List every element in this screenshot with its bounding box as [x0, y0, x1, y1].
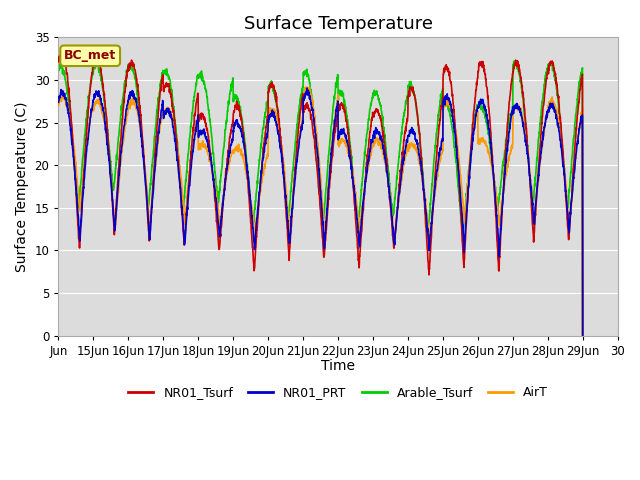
Arable_Tsurf: [473, 107, 481, 112]
NR01_Tsurf: [336, 102, 344, 108]
AirT: [532, 195, 540, 201]
AirT: [303, 84, 310, 90]
NR01_Tsurf: [532, 194, 540, 200]
NR01_PRT: [579, 333, 586, 339]
AirT: [54, 102, 62, 108]
Arable_Tsurf: [347, 151, 355, 157]
AirT: [547, 96, 555, 102]
NR01_PRT: [473, 108, 481, 114]
Arable_Tsurf: [547, 60, 555, 66]
NR01_PRT: [547, 104, 555, 110]
NR01_Tsurf: [347, 160, 355, 166]
NR01_Tsurf: [579, 336, 586, 341]
Arable_Tsurf: [336, 91, 344, 96]
Y-axis label: Surface Temperature (C): Surface Temperature (C): [15, 101, 29, 272]
NR01_PRT: [54, 99, 62, 105]
Title: Surface Temperature: Surface Temperature: [244, 15, 433, 33]
Arable_Tsurf: [201, 82, 209, 88]
AirT: [201, 143, 209, 149]
NR01_PRT: [336, 130, 344, 135]
AirT: [473, 110, 481, 116]
Line: Arable_Tsurf: Arable_Tsurf: [58, 59, 582, 334]
AirT: [347, 160, 355, 166]
Line: NR01_PRT: NR01_PRT: [58, 88, 582, 336]
NR01_Tsurf: [473, 82, 481, 88]
NR01_PRT: [532, 192, 540, 198]
Line: AirT: AirT: [58, 87, 582, 335]
Arable_Tsurf: [532, 162, 540, 168]
NR01_PRT: [303, 85, 311, 91]
X-axis label: Time: Time: [321, 359, 355, 373]
NR01_PRT: [201, 132, 209, 137]
Text: BC_met: BC_met: [64, 49, 116, 62]
Arable_Tsurf: [579, 331, 586, 336]
NR01_Tsurf: [58, 49, 66, 55]
NR01_Tsurf: [54, 58, 62, 64]
Line: NR01_Tsurf: NR01_Tsurf: [58, 52, 582, 338]
NR01_Tsurf: [201, 116, 209, 122]
AirT: [579, 332, 586, 338]
Arable_Tsurf: [92, 56, 99, 61]
AirT: [336, 141, 344, 147]
NR01_PRT: [347, 164, 355, 169]
Legend: NR01_Tsurf, NR01_PRT, Arable_Tsurf, AirT: NR01_Tsurf, NR01_PRT, Arable_Tsurf, AirT: [124, 381, 553, 404]
Arable_Tsurf: [54, 67, 62, 72]
NR01_Tsurf: [547, 60, 555, 66]
